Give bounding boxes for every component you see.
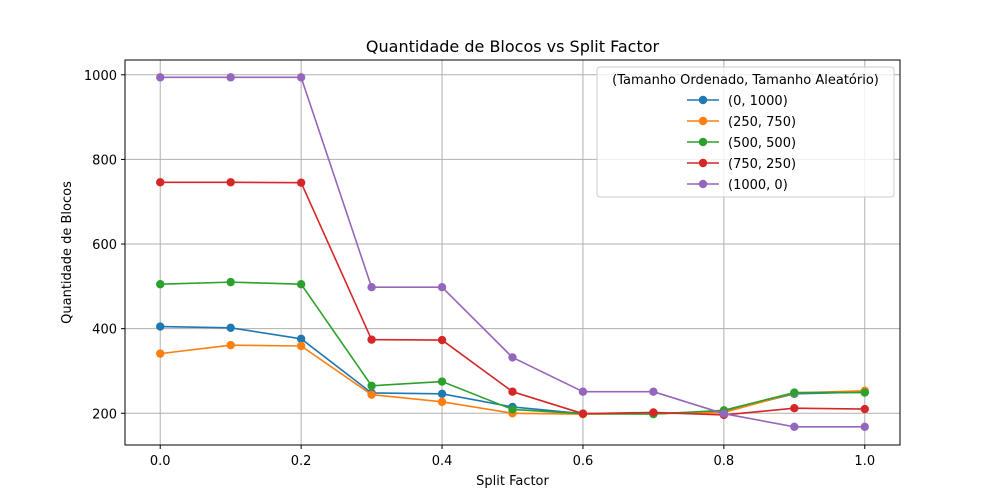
- x-axis-title: Split Factor: [476, 474, 549, 489]
- data-point: [367, 390, 376, 399]
- data-point: [296, 341, 306, 351]
- plot-frame: [124, 59, 901, 446]
- data-point: [790, 403, 799, 413]
- legend-title: (Tamanho Ordenado, Tamanho Aleatório): [612, 73, 879, 88]
- y-tick-label: 800: [92, 153, 117, 168]
- data-point: [367, 335, 376, 344]
- data-point: [156, 322, 165, 331]
- data-point: [156, 178, 165, 187]
- data-point: [860, 404, 869, 414]
- chart-title: Quantidade de Blocos vs Split Factor: [366, 37, 660, 56]
- ticks: 0.0 0.2 0.4 0.6 0.8 1.0 200 400 600 800 1000: [84, 69, 875, 469]
- data-point: [226, 277, 235, 287]
- x-tick-label: 0.8: [714, 454, 735, 469]
- legend-marker: [698, 179, 708, 189]
- data-point: [508, 387, 517, 396]
- x-tick-label: 0.0: [150, 454, 171, 469]
- x-tick-label: 1.0: [854, 454, 875, 469]
- data-point: [860, 422, 869, 432]
- data-point: [649, 387, 658, 396]
- y-axis-title: Quantidade de Blocos: [60, 181, 75, 324]
- legend-marker: [698, 137, 708, 147]
- data-point: [156, 73, 165, 82]
- legend-label: (1000, 0): [728, 178, 788, 193]
- series-4: [156, 73, 869, 432]
- data-point: [719, 409, 729, 418]
- legend-marker: [698, 95, 708, 105]
- y-tick-label: 600: [92, 238, 117, 253]
- x-tick-label: 0.4: [432, 454, 453, 469]
- data-point: [860, 388, 869, 397]
- data-point: [226, 323, 235, 333]
- data-point: [296, 280, 306, 289]
- data-point: [296, 73, 306, 82]
- data-point: [437, 397, 447, 407]
- x-tick-label: 0.6: [573, 454, 594, 469]
- data-point: [156, 280, 165, 289]
- data-point: [578, 387, 588, 396]
- data-point: [437, 377, 447, 386]
- legend-label: (0, 1000): [728, 94, 788, 109]
- legend-entry: (750, 250): [687, 157, 796, 172]
- legend-entry: (0, 1000): [687, 94, 788, 109]
- data-point: [508, 405, 517, 414]
- data-point: [226, 340, 235, 350]
- data-point: [790, 422, 799, 432]
- legend-entries: (0, 1000) (250, 750) (500, 500) (750, 250) (…: [687, 94, 796, 193]
- data-point: [437, 389, 447, 399]
- legend-marker: [698, 158, 708, 168]
- data-point: [156, 349, 165, 358]
- data-point: [790, 388, 799, 397]
- data-point: [296, 178, 306, 187]
- legend-box: [596, 66, 895, 198]
- data-point: [437, 282, 447, 292]
- data-point: [367, 381, 376, 390]
- y-tick-label: 400: [92, 323, 117, 338]
- legend-label: (750, 250): [728, 157, 796, 172]
- data-point: [578, 409, 588, 418]
- series-layer: [156, 73, 869, 432]
- data-point: [649, 408, 658, 417]
- y-tick-label: 200: [92, 407, 117, 422]
- data-point: [296, 334, 306, 344]
- y-tick-label: 1000: [84, 69, 117, 84]
- legend-label: (500, 500): [728, 136, 796, 151]
- legend-label: (250, 750): [728, 115, 796, 130]
- data-point: [226, 178, 235, 187]
- data-point: [437, 335, 447, 345]
- legend-marker: [698, 116, 708, 126]
- data-point: [508, 353, 517, 362]
- legend: (Tamanho Ordenado, Tamanho Aleatório) (0…: [596, 66, 895, 198]
- data-point: [226, 73, 235, 82]
- x-tick-label: 0.2: [291, 454, 312, 469]
- legend-entry: (500, 500): [687, 136, 796, 151]
- data-point: [367, 282, 376, 292]
- legend-entry: (250, 750): [687, 115, 796, 130]
- legend-entry: (1000, 0): [687, 178, 788, 193]
